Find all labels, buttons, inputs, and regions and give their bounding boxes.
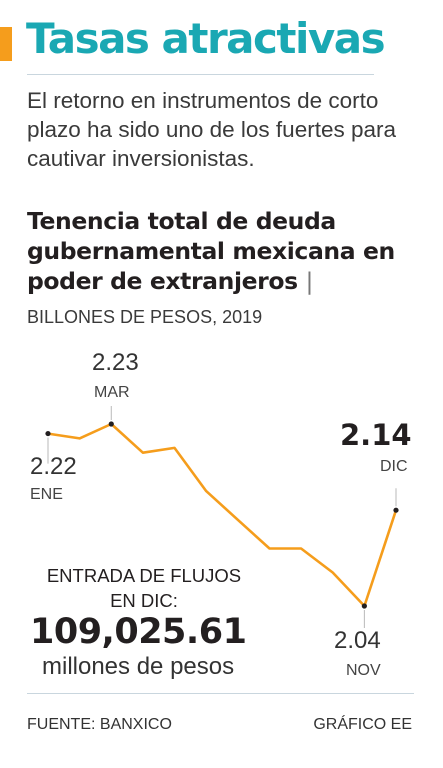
series-line-group: [47, 422, 398, 608]
chart-title: Tenencia total de deuda gubernamental me…: [27, 206, 437, 296]
chart-title-separator: |: [305, 267, 313, 295]
series-line: [47, 422, 398, 608]
data-point-nov: [361, 603, 367, 609]
callout-label-line2: EN DIC:: [110, 590, 178, 611]
headline-accent-bar: [0, 27, 12, 61]
data-label-nov-value: 2.04: [334, 627, 381, 654]
leader-line-group: [47, 406, 397, 628]
data-point-group: [45, 421, 399, 609]
bottom-divider: [27, 693, 414, 694]
callout-value: 109,025.61: [30, 612, 247, 652]
data-point-ene: [45, 430, 51, 437]
data-label-ene-value: 2.22: [30, 453, 77, 480]
graphic-credit: GRÁFICO EE: [313, 716, 412, 733]
callout-label: ENTRADA DE FLUJOS EN DIC:: [34, 563, 254, 613]
data-label-nov-month: NOV: [346, 662, 381, 679]
data-label-mar-value: 2.23: [92, 349, 139, 376]
chart-title-text: Tenencia total de deuda gubernamental me…: [27, 207, 395, 295]
data-label-dic-month: DIC: [380, 458, 408, 475]
callout-label-line1: ENTRADA DE FLUJOS: [46, 565, 242, 586]
chart-subtitle: BILLONES DE PESOS, 2019: [27, 307, 263, 327]
callout-unit: millones de pesos: [42, 653, 235, 680]
source-note: FUENTE: BANXICO: [27, 716, 172, 733]
dek-text: El retorno en instrumentos de corto plaz…: [27, 88, 396, 171]
data-point-dic: [393, 507, 399, 513]
headline: Tasas atractivas: [26, 14, 386, 63]
top-divider: [27, 74, 374, 75]
data-label-dic-value: 2.14: [340, 418, 412, 452]
data-label-mar-month: MAR: [94, 384, 130, 401]
data-point-mar: [108, 421, 114, 427]
data-label-ene-month: ENE: [30, 486, 63, 503]
